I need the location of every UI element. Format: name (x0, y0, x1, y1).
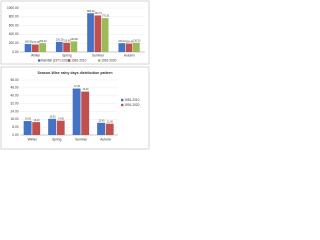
legend-swatch (121, 98, 124, 102)
bar (70, 41, 78, 52)
value-label: 200.20 (39, 40, 47, 43)
x-tick-label: Winter (31, 53, 41, 57)
y-tick-label: 40.00 (11, 94, 19, 98)
bar (23, 121, 32, 135)
legend-swatch (121, 103, 124, 107)
bar (94, 15, 102, 52)
value-label: 210.60 (63, 39, 71, 42)
y-tick-label: 48.00 (11, 86, 19, 90)
legend-swatch (38, 59, 41, 62)
bar (48, 118, 57, 135)
value-label: 240.80 (71, 38, 79, 41)
value-label: 14.60 (58, 117, 65, 120)
bar (39, 43, 46, 52)
x-tick-label: Spring (62, 53, 71, 57)
legend-swatch (98, 59, 101, 62)
value-label: 210.50 (133, 39, 141, 42)
bar (97, 122, 106, 135)
bar (118, 43, 126, 52)
value-label: 830.70 (94, 12, 102, 15)
y-tick-label: 800.00 (9, 15, 19, 19)
value-label: 190.40 (126, 40, 134, 43)
y-tick-label: 0.00 (12, 133, 18, 137)
x-tick-label: Spring (52, 137, 61, 141)
page: Season-Wise rainy days distribution patt… (0, 0, 150, 150)
legend-swatch (68, 59, 71, 62)
x-tick-label: Winter (28, 137, 38, 141)
y-tick-label: 16.00 (11, 117, 19, 121)
bar (55, 41, 63, 52)
chart-title: Season-Wise rainy days distribution patt… (37, 71, 112, 75)
bar (72, 88, 81, 135)
value-label: 12.40 (98, 119, 105, 122)
legend-label: Rainfall (1971-2010) (41, 58, 70, 62)
x-tick-label: Summer (92, 53, 105, 57)
value-label: 180.50 (25, 41, 33, 44)
y-tick-label: 24.00 (11, 109, 19, 113)
bar (24, 44, 32, 52)
value-label: 770.30 (102, 15, 110, 18)
value-label: 170.30 (32, 41, 40, 44)
value-label: 200.10 (118, 40, 126, 43)
value-label: 13.10 (34, 119, 41, 122)
value-label: 11.50 (107, 120, 113, 123)
chart-frame (0, 0, 150, 65)
y-tick-label: 1000.00 (7, 6, 19, 10)
y-tick-label: 8.00 (12, 125, 18, 129)
legend-label: 1981-2010 (124, 98, 139, 102)
y-tick-label: 56.00 (11, 78, 19, 82)
legend-label: 1981-2010 (71, 58, 86, 62)
value-label: 230.20 (56, 39, 64, 42)
value-label: 47.30 (74, 85, 81, 88)
bar (81, 91, 90, 135)
value-label: 44.20 (83, 88, 90, 91)
bar (105, 123, 114, 135)
bar (32, 122, 41, 135)
value-label: 880.40 (87, 10, 95, 13)
x-tick-label: Summer (75, 137, 88, 141)
bar (125, 43, 133, 52)
legend-label: 1991-2020 (124, 103, 139, 107)
value-label: 14.20 (25, 118, 32, 121)
bar (56, 120, 65, 135)
bar (87, 13, 94, 53)
y-tick-label: 400.00 (9, 32, 19, 36)
y-tick-label: 0.00 (12, 50, 18, 54)
bar (101, 18, 109, 52)
legend-label: 1991-2020 (101, 58, 116, 62)
bar (63, 42, 70, 52)
bar (133, 42, 140, 52)
y-tick-label: 200.00 (9, 41, 19, 45)
y-tick-label: 600.00 (9, 23, 19, 27)
y-tick-label: 32.00 (11, 101, 19, 105)
bar (31, 44, 39, 52)
x-tick-label: Autumn (124, 53, 135, 57)
x-tick-label: Autumn (100, 137, 111, 141)
value-label: 16.50 (49, 115, 56, 118)
